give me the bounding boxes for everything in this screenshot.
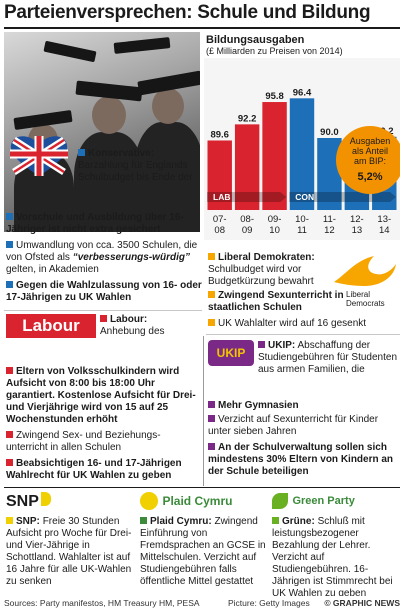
tick-label-12-13-b: 13 — [352, 225, 363, 236]
ukip-title: UKIP: Abschaffung der Studiengebühren fü… — [258, 340, 397, 375]
snp-text: SNP: Freie 30 Stunden Aufsicht pro Woche… — [6, 516, 132, 587]
labour-bullet-1: Eltern von Volksschulkindern wird Aufsic… — [6, 366, 196, 425]
ukip-logo: UKIP — [208, 340, 254, 366]
title-rule — [4, 27, 400, 29]
tick-label-09-10-a: 09- — [268, 214, 282, 225]
labour-bullet-3: Beabsichtigen 16- und 17-Jährigen Wahlre… — [6, 458, 182, 481]
conservative-text-a: Barzahlung für Englands Schulbudget bis … — [78, 160, 193, 183]
libdem-title: Liberal Demokraten: — [208, 252, 328, 276]
spending-chart: 89.6 07-08 92.2 08-09 95.8 09-10 96.4 10-11 90.0… — [204, 58, 400, 240]
bottom-separator — [4, 487, 400, 488]
labour-text — [6, 340, 202, 364]
libdem-bullet-2: UK Wahlalter wird auf 16 gesenkt — [208, 318, 400, 332]
conservative-bullet-2: Umwandlung von cca. 3500 Schulen, die vo… — [6, 240, 198, 275]
footer-sources: Sources: Party manifestos, HM Treasury H… — [4, 598, 200, 608]
gdp-share-label-1: als Anteil — [352, 146, 388, 156]
ukip-separator — [206, 334, 400, 335]
labour-logo: Labour — [6, 314, 96, 338]
graduates-photo — [4, 32, 200, 232]
conservative-bullet-1: Vorschule und Ausbildung über 16-Jährige… — [6, 212, 184, 235]
tick-label-10-11-a: 10- — [295, 214, 309, 225]
period-arrow-con — [289, 192, 396, 202]
tick-label-13-14-b: 14 — [379, 225, 390, 236]
value-label-10-11: 96.4 — [293, 87, 312, 98]
gdp-share-circle — [336, 126, 400, 194]
libdem-text: Schulbudget wird vor Budgetkürzung bewah… — [208, 264, 314, 287]
ukip-bullet-1: Mehr Gymnasien — [208, 400, 400, 414]
conservative-title: Konservative: — [78, 148, 202, 160]
tick-label-13-14-a: 13- — [377, 214, 391, 225]
tick-label-10-11-b: 11 — [297, 225, 307, 236]
value-label-09-10: 95.8 — [265, 91, 284, 102]
chart-title: Bildungsausgaben — [206, 34, 305, 46]
tick-label-07-08-b: 08 — [214, 225, 225, 236]
tick-label-07-08-a: 07- — [213, 214, 227, 225]
libdem-logo-text: Liberal Democrats — [346, 290, 385, 308]
period-label-con: CON — [295, 192, 314, 202]
tick-label-11-12-b: 12 — [324, 225, 335, 236]
footer: Sources: Party manifestos, HM Treasury H… — [4, 598, 400, 610]
bar-09-10 — [262, 102, 287, 210]
footer-credit: © GRAPHIC NEWS — [324, 598, 400, 608]
period-arrow-lab — [207, 192, 287, 202]
tick-label-12-13-a: 12- — [350, 214, 364, 225]
gdp-share-value: 5,2% — [357, 171, 382, 183]
green-text: Grüne: Schluß mit leistungsbezogener Bez… — [272, 516, 393, 596]
libdem-bullet-1: Zwingend Sexunterricht in staatlichen Sc… — [208, 290, 344, 313]
footer-picture: Picture: Getty Images — [228, 598, 310, 608]
tick-label-08-09-a: 08- — [240, 214, 254, 225]
tick-label-08-09-b: 09 — [242, 225, 253, 236]
gdp-share-label-0: Ausgaben — [350, 136, 391, 146]
ukip-bullet-3: An der Schulverwaltung sollen sich minde… — [208, 442, 394, 477]
chart-subtitle: (£ Milliarden zu Preisen von 2014) — [206, 46, 343, 56]
union-flag-heart-icon — [10, 136, 68, 176]
plaid-text: Plaid Cymru: Zwingend Einführung von Fre… — [140, 516, 266, 587]
page-title: Parteienversprechen: Schule und Bildung — [4, 2, 371, 23]
tick-label-11-12-a: 11- — [323, 214, 336, 225]
divider-vertical — [203, 336, 204, 486]
period-label-lab: LAB — [213, 192, 230, 202]
bar-10-11 — [289, 98, 315, 210]
labour-separator — [4, 310, 202, 311]
value-label-11-12: 90.0 — [320, 127, 339, 138]
labour-text-a: Anhebung des gesamen Bildungsbudgets in … — [100, 326, 165, 337]
gdp-share-label-2: am BIP: — [354, 156, 386, 166]
labour-bullet-2: Zwingend Sex- und Beziehungs-unterricht … — [6, 430, 161, 453]
conservative-bullet-3: Gegen die Wahlzulassung von 16- oder 17-… — [6, 280, 202, 303]
labour-title: Labour: — [100, 314, 202, 326]
libdem-bird-logo — [334, 256, 396, 286]
ukip-bullet-2: Verzicht auf Sexunterricht für Kinder un… — [208, 414, 379, 437]
green-logo: Green Party — [272, 492, 400, 514]
value-label-08-09: 92.2 — [238, 113, 257, 124]
plaid-logo: Plaid Cymru — [140, 492, 260, 514]
snp-logo: SNP — [6, 492, 62, 512]
bar-08-09 — [234, 124, 260, 210]
bar-07-08 — [207, 140, 232, 210]
value-label-07-08: 89.6 — [210, 129, 229, 140]
tick-label-09-10-b: 10 — [269, 225, 280, 236]
